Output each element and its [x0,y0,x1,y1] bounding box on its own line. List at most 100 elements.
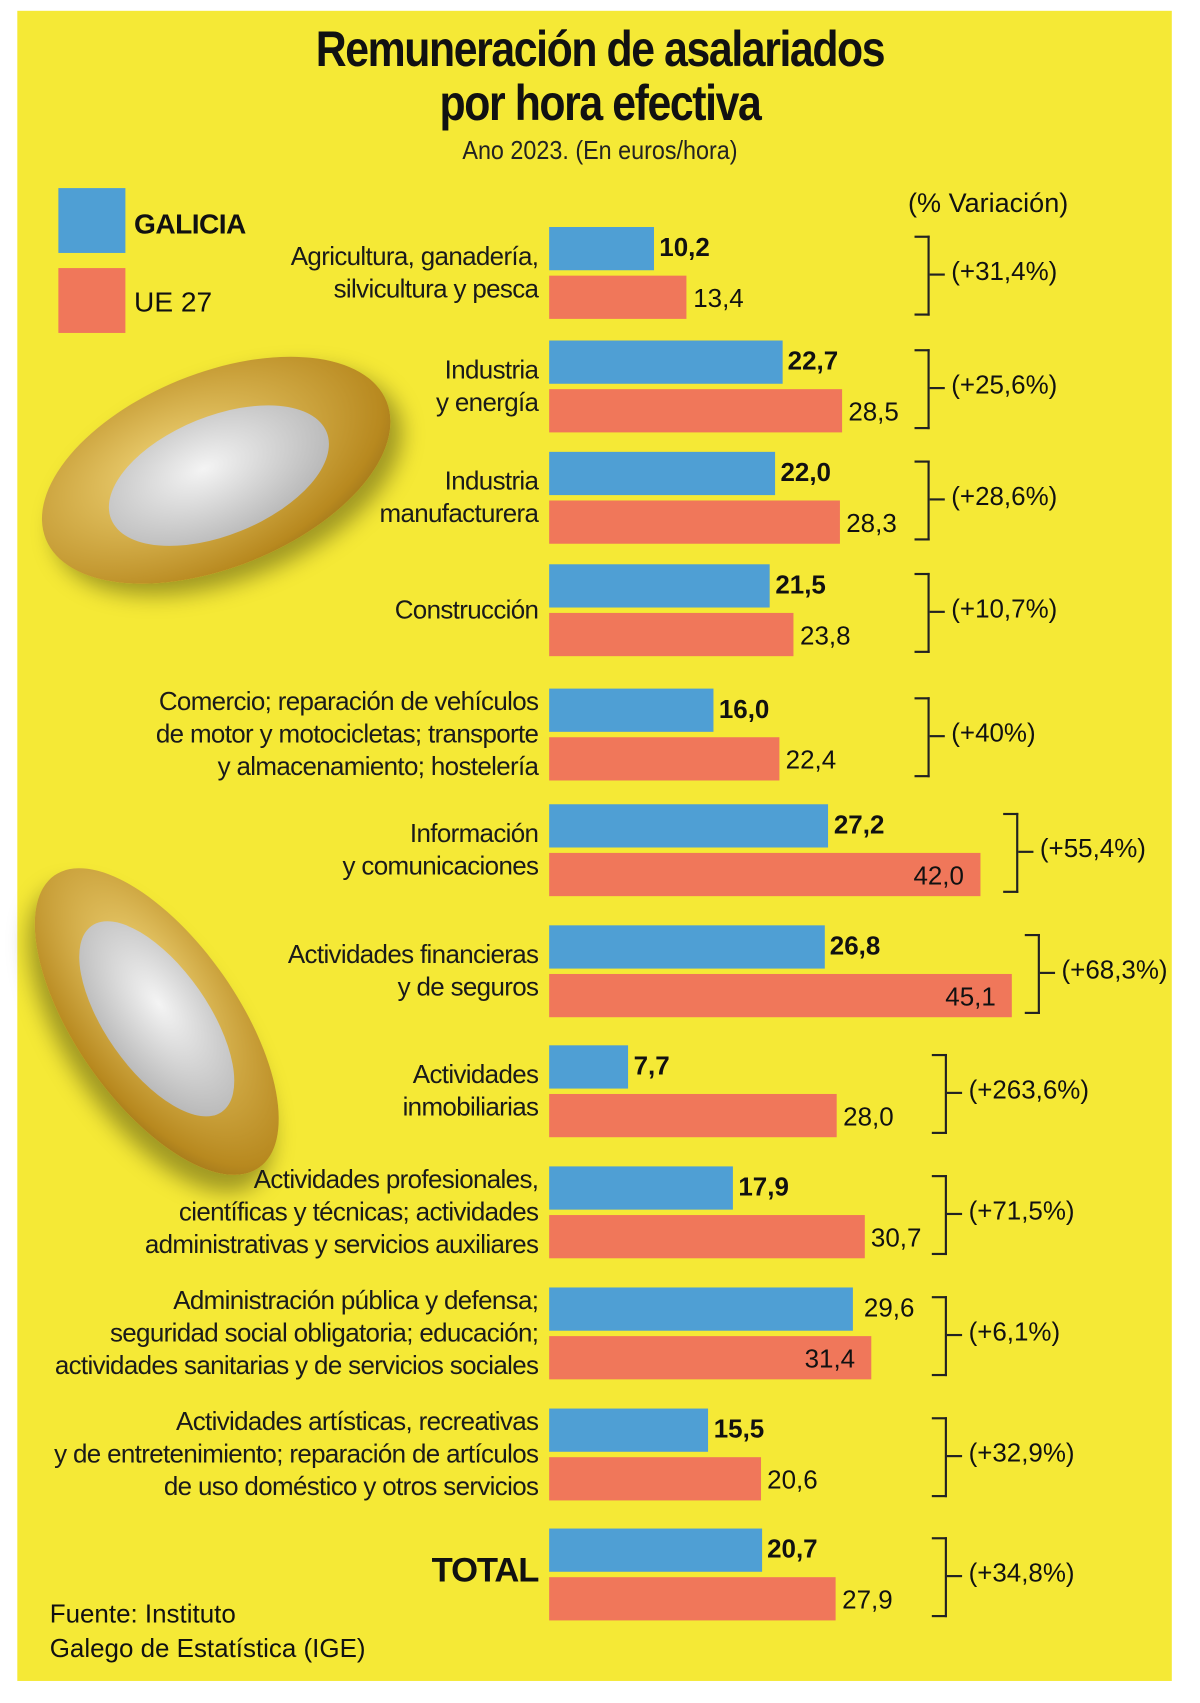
value-label-galicia: 20,7 [767,1535,818,1565]
value-label-ue27: 31,4 [804,1344,856,1374]
category-label-line: de motor y motocicletas; transporte [155,719,539,750]
variation-label: (+6,1%) [968,1317,1061,1347]
value-label-galicia: 21,5 [775,570,826,600]
variation-bracket [914,349,930,430]
chart-subtitle: Ano 2023. (En euros/hora) [462,136,738,166]
variation-label: (+263,6%) [968,1075,1090,1105]
bar-galicia [549,1528,762,1572]
category-label-line: Administración pública y defensa; [173,1286,539,1316]
value-label-ue27: 45,1 [945,982,996,1012]
bar-ue27 [549,1457,761,1501]
category-label: Actividades artísticas, recreativas y de … [54,1406,539,1503]
value-label-ue27: 23,8 [800,621,851,651]
bar-galicia [549,1166,733,1210]
value-label-ue27: 42,0 [913,861,964,891]
bar-galicia [549,925,825,969]
category-label: Industria y energía [436,355,539,420]
category-label-line: Industria [444,355,539,385]
bar-ue27 [549,1577,836,1621]
category-label-line: y de entretenimiento; reparación de artí… [54,1439,539,1470]
variation-bracket [931,1053,947,1134]
bar-galicia [549,340,783,384]
value-label-ue27: 27,9 [842,1585,893,1616]
variation-label: (+71,5%) [968,1196,1075,1226]
variation-bracket [914,697,930,778]
category-label-line: de uso doméstico y otros servicios [163,1472,539,1502]
bar-galicia [549,1408,709,1452]
category-label: Actividades profesionales, científicas y … [145,1164,539,1261]
category-label-line: y almacenamiento; hostelería [217,752,539,782]
value-label-galicia: 7,7 [633,1051,670,1081]
variation-bracket-tick [929,498,945,501]
variation-bracket [931,1537,947,1618]
value-label-ue27: 28,3 [846,509,897,539]
title-line-1: Remuneración de asalariados [315,20,886,77]
variation-label: (+28,6%) [951,482,1058,512]
variation-bracket [914,460,930,541]
chart-title: Remuneración de asalariados por hora efec… [84,22,1116,130]
bar-ue27 [549,1215,865,1259]
variation-label: (+68,3%) [1061,955,1168,985]
category-label-line: Información [409,819,539,849]
variation-bracket-tick [946,1455,963,1458]
bar-galicia [549,688,714,732]
value-label-galicia: 10,2 [659,233,710,263]
category-label: Actividades inmobiliarias [403,1059,539,1124]
variation-bracket [1003,812,1019,893]
value-label-galicia: 26,8 [829,931,881,962]
source-line-1: Fuente: Instituto [49,1599,236,1630]
value-label-ue27: 13,4 [693,284,744,314]
legend-label-ue27: UE 27 [134,285,213,318]
bar-galicia [549,1045,629,1089]
value-label-galicia: 29,6 [863,1293,915,1324]
variation-label: (+25,6%) [951,370,1058,400]
value-label-galicia: 22,7 [787,347,839,377]
legend-swatch-ue27 [58,268,126,333]
value-label-ue27: 22,4 [785,745,837,776]
category-label-line: Actividades profesionales, [253,1165,539,1195]
category-label-line: seguridad social obligatoria; educación; [109,1318,539,1349]
value-label-galicia: 22,0 [780,458,831,488]
category-label-line: Construcción [394,595,539,625]
category-label: Agricultura, ganadería, silvicultura y pe… [291,241,539,306]
category-label-line: Comercio; reparación de vehículos [158,687,539,717]
variation-label: (+31,4%) [951,257,1058,287]
category-label: Administración pública y defensa; segurid… [55,1285,539,1382]
bar-galicia [549,564,770,608]
variation-bracket [914,235,930,316]
variation-bracket-tick [929,610,945,613]
category-label-line: Agricultura, ganadería, [290,242,539,272]
variation-bracket [914,572,930,653]
category-label-line: Industria [444,466,539,497]
bar-ue27 [549,612,794,657]
bar-ue27 [549,852,981,897]
category-label: Comercio; reparación de vehículos de moto… [155,686,539,783]
source-note: Fuente: Instituto Galego de Estatística … [50,1598,366,1667]
variation-label: (+40%) [951,718,1036,749]
bar-ue27 [549,275,687,319]
category-label-line: Actividades artísticas, recreativas [176,1407,539,1437]
value-label-ue27: 20,6 [767,1465,818,1496]
variation-bracket-tick [1018,850,1034,853]
category-label-total: TOTAL [431,1550,540,1590]
legend-label-galicia: GALICIA [134,207,246,240]
variation-bracket-tick [946,1575,963,1578]
value-label-galicia: 17,9 [738,1172,789,1203]
bar-galicia [549,227,654,271]
value-label-ue27: 30,7 [870,1223,922,1253]
bar-ue27 [549,389,842,433]
category-label-line: manufacturera [379,499,539,529]
variation-label: (+55,4%) [1039,834,1146,864]
bar-ue27 [549,973,1013,1018]
variation-header: (% Variación) [908,188,1069,219]
legend-swatch-galicia [58,188,126,253]
category-label-line: inmobiliarias [402,1092,539,1123]
title-line-2: por hora efectiva [439,74,762,131]
category-label-line: silvicultura y pesca [333,274,539,304]
variation-bracket [931,1175,947,1256]
category-label: Industria manufacturera [379,466,539,531]
category-label: Actividades financieras y de seguros [288,939,539,1004]
value-label-galicia: 27,2 [833,810,885,840]
value-label-ue27: 28,0 [843,1102,894,1132]
value-label-galicia: 16,0 [718,695,770,725]
